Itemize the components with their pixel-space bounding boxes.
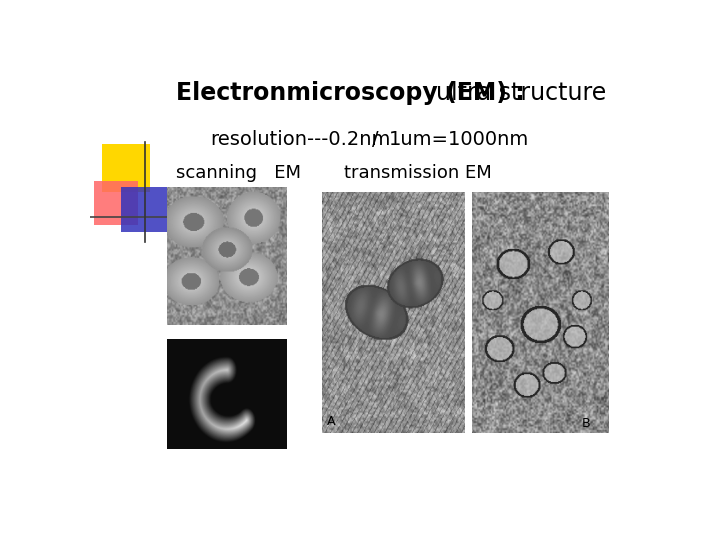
Bar [94, 181, 138, 225]
Bar [102, 144, 150, 192]
Text: resolution---0.2nm: resolution---0.2nm [210, 130, 390, 149]
Text: /: / [372, 130, 379, 149]
Text: ultra structure: ultra structure [436, 80, 606, 105]
Text: 1um=1000nm: 1um=1000nm [389, 130, 528, 149]
Text: Electronmicroscopy (EM) :: Electronmicroscopy (EM) : [176, 80, 534, 105]
Text: transmission EM: transmission EM [344, 164, 492, 182]
Text: scanning   EM: scanning EM [176, 164, 302, 182]
Bar [121, 187, 168, 232]
